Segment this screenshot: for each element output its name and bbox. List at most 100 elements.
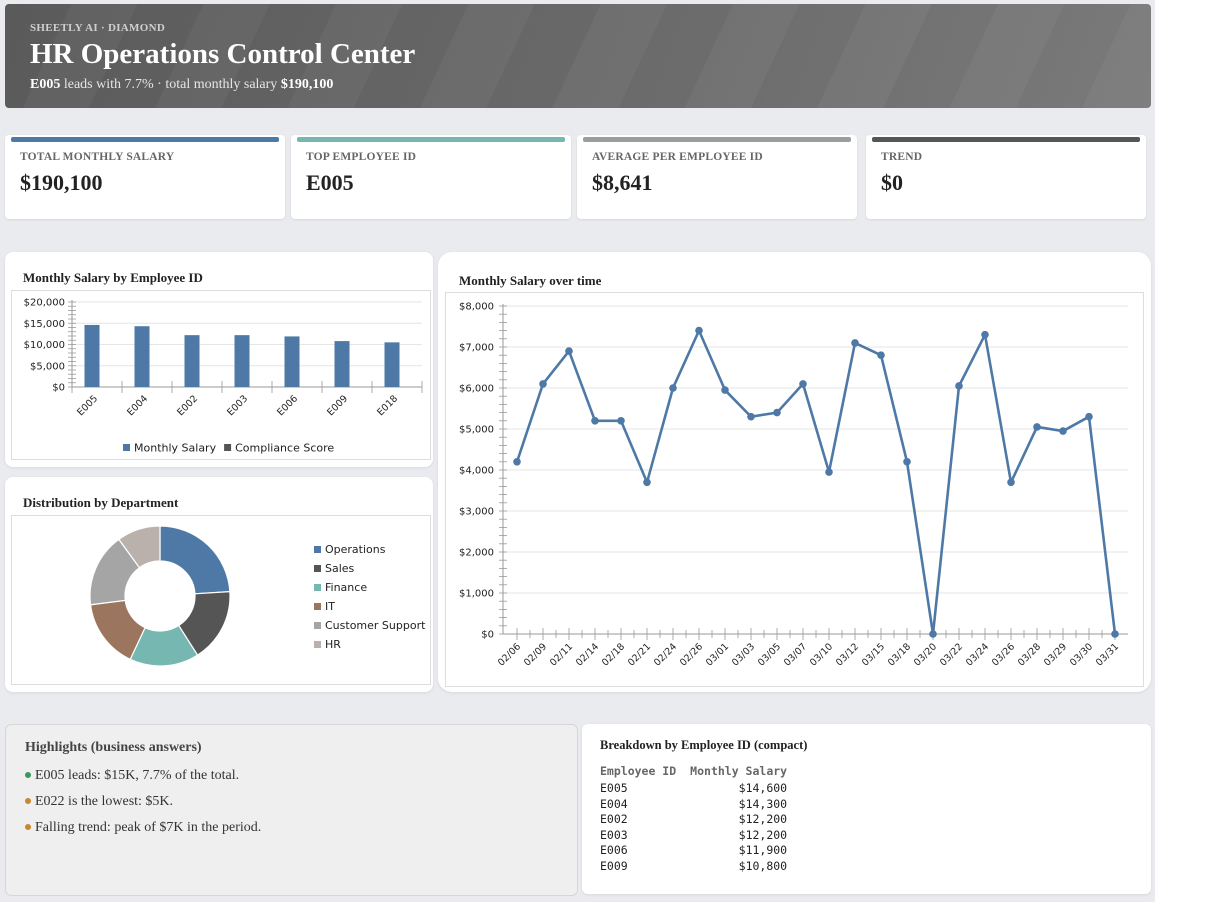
data-point: [981, 330, 989, 339]
x-tick-label: 03/10: [808, 641, 835, 668]
y-tick-label: $5,000: [30, 361, 65, 372]
line-chart-frame: [445, 292, 1144, 687]
legend-label: HR: [325, 638, 341, 651]
kpi-accent-bar: [297, 137, 565, 142]
x-tick-label: 02/26: [678, 641, 705, 668]
x-tick-label: 03/24: [964, 641, 991, 668]
cell-monthly-salary: $11,900: [738, 843, 788, 857]
highlight-text: E022 is the lowest: $5K.: [35, 794, 174, 809]
data-point: [1007, 478, 1015, 487]
cell-employee-id: E003: [600, 827, 628, 842]
y-tick-label: $2,000: [459, 548, 494, 559]
cell-employee-id: E005: [600, 781, 628, 795]
data-point: [773, 408, 781, 417]
x-tick-label: 02/24: [652, 641, 679, 668]
x-tick-label: 03/12: [834, 641, 861, 668]
series-line: [515, 329, 1117, 636]
cell-monthly-salary: $10,800: [738, 858, 788, 873]
page-title: HR Operations Control Center: [30, 38, 416, 70]
legend-swatch: [314, 565, 321, 572]
highlight-item: E022 is the lowest: $5K.: [25, 794, 173, 810]
pie-chart-frame: [11, 515, 431, 685]
x-tick-label: 03/28: [1016, 641, 1043, 668]
x-tick-label: 03/18: [886, 641, 913, 668]
y-tick-label: $5,000: [459, 425, 494, 436]
x-tick-label: E002: [175, 393, 200, 418]
y-tick-label: $0: [481, 630, 494, 641]
cell-employee-id: E009: [600, 858, 628, 873]
legend-label: Customer Support: [325, 619, 426, 632]
legend-swatch: [314, 546, 321, 553]
y-tick-label: $1,000: [459, 589, 494, 600]
kpi-value: E005: [306, 170, 354, 195]
pie-chart: Operations Sales Finance IT Customer Support…: [89, 525, 426, 667]
x-tick-label: 03/31: [1094, 641, 1121, 668]
kpi-value: $0: [881, 170, 903, 195]
dashboard-header: SHEETLY AI · DIAMOND HR Operations Contr…: [5, 4, 1151, 108]
cell-employee-id: E006: [600, 843, 628, 857]
data-point: [851, 339, 859, 347]
bar-E006: [284, 336, 300, 387]
legend-label: Monthly Salary: [134, 442, 217, 455]
x-tick-label: E018: [375, 393, 400, 418]
legend-swatch: [314, 641, 321, 648]
page-subtitle: E005 leads with 7.7% · total monthly sal…: [30, 77, 333, 93]
kpi-value: $8,641: [592, 170, 653, 195]
x-tick-label: 02/14: [574, 641, 601, 668]
data-point: [1085, 412, 1093, 421]
x-tick-label: 03/05: [756, 641, 783, 668]
pie-chart-card: Distribution by Department Operations Sal…: [5, 477, 433, 692]
cell-monthly-salary: $14,300: [738, 796, 788, 811]
line-chart-card: Monthly Salary over time $0 $1,000 $2,000 $…: [438, 252, 1151, 692]
x-tick-label: 03/01: [704, 641, 731, 668]
data-point: [955, 382, 963, 390]
cell-employee-id: E002: [600, 812, 628, 826]
bar-E002: [184, 335, 200, 387]
y-tick-label: $4,000: [459, 466, 494, 477]
bar-E003: [234, 335, 250, 387]
x-tick-label: 03/20: [912, 641, 939, 668]
legend-label: Compliance Score: [235, 442, 334, 455]
x-tick-label: 03/26: [990, 641, 1017, 668]
highlight-bullet: [25, 823, 31, 830]
data-point: [617, 417, 625, 425]
bar-E005: [84, 324, 100, 387]
data-point: [1033, 423, 1041, 431]
cell-monthly-salary: $14,600: [738, 781, 788, 795]
brand-label: SHEETLY AI · DIAMOND: [30, 22, 166, 34]
data-point: [825, 468, 833, 476]
kpi-label: TOP EMPLOYEE ID: [306, 151, 417, 163]
kpi-top-employee-id: TOP EMPLOYEE ID E005: [291, 135, 571, 219]
bar-chart-card: Monthly Salary by Employee ID $0 $5,000 $1…: [5, 252, 433, 467]
x-tick-label: 02/09: [522, 641, 549, 668]
kpi-trend: TREND $0: [866, 135, 1146, 219]
x-tick-label: 02/21: [626, 641, 653, 668]
table-header-row: Employee ID Monthly Salary: [600, 764, 787, 781]
bar-chart: $0 $5,000 $10,000 $15,000 $20,000 E005 E004 E00…: [24, 298, 423, 455]
x-tick-label: E003: [225, 393, 250, 418]
x-tick-label: 03/29: [1042, 641, 1069, 668]
bar-E009: [334, 341, 350, 387]
x-tick-label: 03/30: [1068, 641, 1095, 668]
subtitle-text: leads with 7.7% · total monthly salary: [60, 77, 281, 92]
column-header-monthly-salary: Monthly Salary: [690, 764, 788, 778]
y-tick-label: $8,000: [459, 302, 494, 313]
subtitle-total: $190,100: [280, 77, 334, 92]
legend-swatch: [314, 622, 321, 629]
y-tick-label: $0: [52, 383, 65, 394]
kpi-accent-bar: [583, 137, 851, 142]
line-chart-title: Monthly Salary over time: [459, 273, 602, 288]
legend-swatch: [224, 444, 232, 451]
data-point: [591, 417, 599, 425]
x-tick-label: 03/07: [782, 641, 809, 668]
kpi-total-monthly-salary: TOTAL MONTHLY SALARY $190,100: [5, 135, 285, 219]
legend-label: Operations: [325, 543, 386, 556]
legend-swatch: [314, 603, 321, 610]
data-point: [643, 478, 651, 487]
data-point: [669, 384, 677, 392]
data-point: [721, 386, 729, 394]
x-tick-label: E004: [125, 393, 150, 418]
data-point: [1111, 630, 1119, 638]
pie-chart-title: Distribution by Department: [23, 495, 179, 510]
subtitle-leader: E005: [30, 77, 61, 92]
